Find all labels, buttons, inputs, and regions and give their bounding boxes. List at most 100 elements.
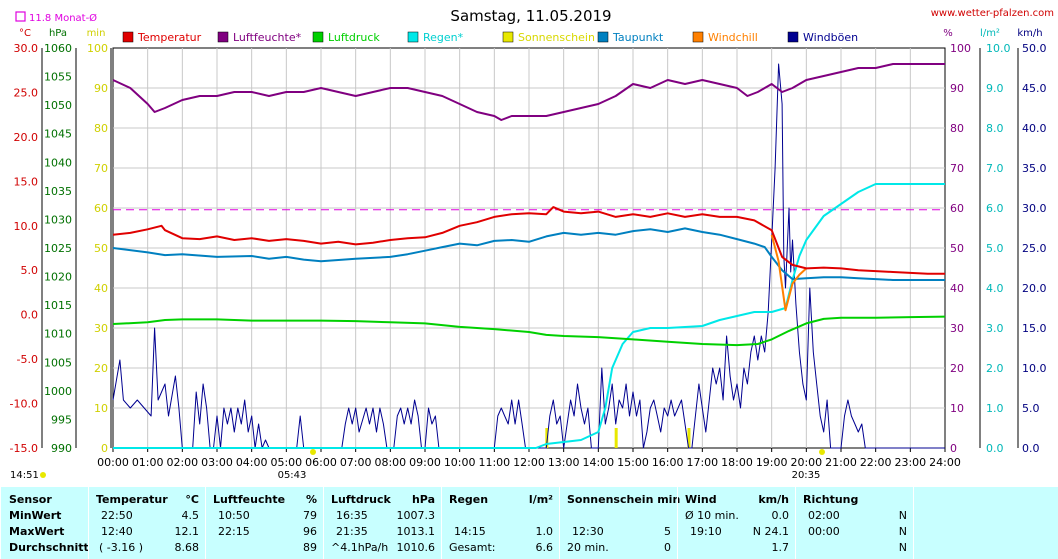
dir-avg-value: N — [898, 541, 907, 554]
legend-swatch — [502, 31, 514, 43]
x-tick-label: 09:00 — [409, 456, 441, 469]
min-tick-label: 90 — [94, 82, 108, 95]
percent-axis-unit: % — [943, 28, 953, 39]
pres-trend: ^4.1hPa/h — [331, 541, 389, 554]
humidity-header: Luftfeuchte — [213, 493, 286, 506]
stats-col-wind: Wind km/h Ø 10 min. 0.0 19:10 N 24.1 1.7 — [677, 487, 796, 559]
wind-max-time: 19:10 — [690, 525, 722, 538]
pressure-tick-label: 1055 — [44, 71, 72, 84]
percent-tick-label: 80 — [950, 122, 964, 135]
percent-tick-label: 20 — [950, 362, 964, 375]
series-line-taupunkt — [112, 227, 945, 281]
stats-col-pressure: Luftdruck hPa 16:35 1007.3 21:35 1013.1 … — [323, 487, 442, 559]
rain-max-value: 1.0 — [535, 525, 554, 538]
pressure-tick-label: 1050 — [44, 99, 72, 112]
temp-axis-unit: °C — [19, 28, 31, 39]
min-tick-label: 30 — [94, 322, 108, 335]
dir-min-value: N — [898, 509, 907, 522]
row-label-max: MaxWert — [9, 525, 65, 538]
rain-tick-label: 4.0 — [986, 282, 1004, 295]
legend-swatch — [787, 31, 799, 43]
pressure-tick-label: 1040 — [44, 156, 72, 169]
sunrise-icon — [310, 449, 316, 455]
series-line-luftfeuchte — [112, 63, 945, 121]
legend-swatch — [312, 31, 324, 43]
wind-tick-label: 15.0 — [1022, 322, 1047, 335]
rain-max-time: 14:15 — [454, 525, 486, 538]
stats-col-sensor: Sensor MinWert MaxWert Durchschnitt — [0, 487, 89, 559]
legend-swatch — [217, 31, 229, 43]
x-tick-label: 05:00 — [270, 456, 302, 469]
rain-tick-label: 3.0 — [986, 322, 1004, 335]
x-tick-label: 16:00 — [652, 456, 684, 469]
rain-total-value: 6.6 — [535, 541, 554, 554]
sunshine-bar — [614, 428, 618, 448]
temp-tick-label: 0.0 — [21, 309, 39, 322]
series-line-windchill — [770, 234, 807, 312]
wind-header-unit: km/h — [758, 493, 789, 506]
row-label-avg: Durchschnitt — [9, 541, 89, 554]
temp-header-unit: °C — [185, 493, 199, 506]
sun-max-value: 5 — [664, 525, 671, 538]
rain-tick-label: 6.0 — [986, 202, 1004, 215]
rain-tick-label: 7.0 — [986, 162, 1004, 175]
pressure-tick-label: 1025 — [44, 242, 72, 255]
stats-table: Sensor MinWert MaxWert Durchschnitt Temp… — [0, 487, 1058, 559]
x-tick-label: 08:00 — [374, 456, 406, 469]
sensor-header: Sensor — [9, 493, 52, 506]
chart-title: Samstag, 11.05.2019 — [450, 7, 611, 25]
pressure-axis-unit: hPa — [49, 28, 67, 39]
min-tick-label: 60 — [94, 202, 108, 215]
hum-avg-value: 89 — [303, 541, 317, 554]
temp-header: Temperatur — [96, 493, 168, 506]
x-tick-label: 24:00 — [929, 456, 961, 469]
legend-label: Windböen — [803, 31, 858, 44]
legend-label: Windchill — [708, 31, 758, 44]
dir-min-time: 02:00 — [808, 509, 840, 522]
hum-min-value: 79 — [303, 509, 317, 522]
percent-tick-label: 60 — [950, 202, 964, 215]
x-tick-label: 11:00 — [478, 456, 510, 469]
row-label-min: MinWert — [9, 509, 62, 522]
wind-tick-label: 30.0 — [1022, 202, 1047, 215]
pressure-tick-label: 1045 — [44, 128, 72, 141]
sun-icon — [40, 472, 46, 478]
monthly-avg-label: 11.8 Monat-Ø — [29, 12, 97, 24]
min-tick-label: 80 — [94, 122, 108, 135]
legend-swatch — [597, 31, 609, 43]
min-tick-label: 50 — [94, 242, 108, 255]
chart-plot-area — [112, 63, 946, 449]
hum-max-time: 22:15 — [218, 525, 250, 538]
temp-min-value: 4.5 — [181, 509, 200, 522]
rain-total-label: Gesamt: — [449, 541, 496, 554]
min-tick-label: 70 — [94, 162, 108, 175]
wind-avg-value: 1.7 — [771, 541, 790, 554]
temp-max-time: 12:40 — [101, 525, 133, 538]
sunshine-bar — [687, 428, 691, 448]
temp-tick-label: 15.0 — [14, 175, 39, 188]
wind-tick-label: 45.0 — [1022, 82, 1047, 95]
sunshine-bar — [545, 428, 549, 448]
sun-avg-value: 0 — [664, 541, 671, 554]
series-line-regen — [113, 183, 945, 449]
direction-header: Richtung — [803, 493, 859, 506]
pressure-tick-label: 1035 — [44, 185, 72, 198]
sunset-icon — [819, 449, 825, 455]
legend-label: Luftdruck — [328, 31, 380, 44]
legend-label: Regen* — [423, 31, 464, 44]
pressure-tick-label: 1030 — [44, 213, 72, 226]
pressure-tick-label: 1000 — [44, 385, 72, 398]
legend-label: Taupunkt — [612, 31, 664, 44]
wind-tick-label: 20.0 — [1022, 282, 1047, 295]
min-axis-unit: min — [87, 28, 106, 39]
wind-tick-label: 50.0 — [1022, 42, 1047, 55]
wind-header: Wind — [685, 493, 717, 506]
rain-tick-label: 1.0 — [986, 402, 1004, 415]
website-label: www.wetter-pfalzen.com — [931, 8, 1054, 19]
x-tick-label: 21:00 — [825, 456, 857, 469]
percent-tick-label: 70 — [950, 162, 964, 175]
x-tick-label: 02:00 — [166, 456, 198, 469]
x-tick-label: 12:00 — [513, 456, 545, 469]
pressure-tick-label: 1020 — [44, 271, 72, 284]
dir-max-value: N — [898, 525, 907, 538]
